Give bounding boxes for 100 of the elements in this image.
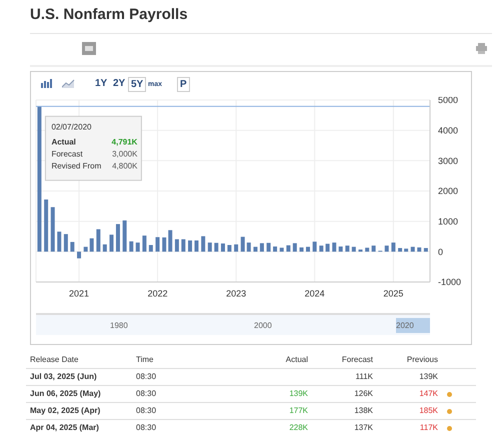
text: 2020	[396, 321, 414, 330]
text: 1980	[110, 321, 128, 330]
bar	[312, 242, 317, 252]
bar	[326, 244, 330, 252]
bar	[319, 246, 324, 252]
annotation: 4,800K	[112, 161, 138, 170]
text: 08:30	[136, 423, 156, 432]
bar	[246, 242, 251, 252]
bar	[234, 244, 238, 252]
text: Apr 04, 2025 (Mar)	[30, 423, 99, 432]
y-tick-label: 2000	[438, 186, 458, 196]
bar	[122, 220, 127, 252]
text: 137K	[354, 423, 373, 432]
x-tick-label: 2021	[69, 288, 90, 298]
text: Release Date	[30, 355, 78, 364]
bar	[162, 237, 166, 252]
chart-title: U.S. Nonfarm Payrolls	[30, 6, 188, 23]
bar	[384, 246, 389, 252]
y-tick-label: 3000	[438, 156, 458, 166]
bar	[156, 237, 160, 252]
bar	[306, 246, 310, 252]
text: Jun 06, 2025 (May)	[30, 389, 101, 398]
x-tick-label: 2024	[304, 288, 325, 298]
bar	[280, 248, 284, 252]
bar	[142, 236, 146, 252]
y-tick-label: 5000	[438, 95, 458, 106]
bar	[214, 242, 218, 252]
text: 126K	[354, 389, 373, 398]
y-tick-label: 1000	[438, 216, 458, 227]
bar	[410, 246, 415, 252]
bar	[70, 242, 74, 252]
annotation: 02/07/2020	[51, 122, 92, 132]
bar	[50, 207, 55, 252]
text: 177K	[289, 406, 308, 415]
bar	[96, 229, 100, 252]
x-tick-label: 2023	[226, 288, 246, 298]
bar	[102, 244, 107, 252]
bar	[77, 252, 82, 258]
x-tick-label: 2022	[148, 288, 168, 298]
bar	[116, 224, 120, 252]
text: 5Y	[128, 77, 146, 92]
bar	[148, 244, 153, 252]
text: P	[177, 77, 190, 92]
bar	[129, 241, 134, 252]
bar	[286, 245, 290, 252]
bar	[174, 239, 179, 252]
bar	[136, 242, 140, 252]
text: 08:30	[136, 389, 156, 398]
bar	[338, 246, 343, 252]
text: 139K	[289, 389, 308, 398]
bar	[168, 230, 172, 252]
bar	[194, 240, 199, 252]
text: 147K	[419, 389, 438, 398]
text: May 02, 2025 (Apr)	[30, 406, 100, 415]
text: 2Y	[112, 77, 126, 90]
bar	[260, 243, 264, 252]
text: Jul 03, 2025 (Jun)	[30, 372, 97, 381]
bar	[57, 232, 62, 252]
bar	[372, 246, 376, 252]
annotation: Revised From	[51, 161, 102, 170]
bar	[417, 247, 422, 252]
text: 111K	[356, 372, 373, 381]
bar	[292, 243, 297, 252]
annotation: Actual	[51, 137, 76, 146]
bar	[208, 242, 212, 252]
bar	[352, 246, 356, 252]
bar	[220, 243, 225, 252]
bar	[110, 234, 114, 252]
text: Time	[136, 355, 154, 364]
bar	[332, 242, 336, 252]
text: Previous	[406, 355, 438, 364]
annotation: 4,791K	[112, 137, 138, 146]
text: 228K	[289, 423, 308, 432]
annotation: Forecast	[51, 149, 84, 158]
bar	[365, 248, 370, 252]
bar	[181, 239, 186, 252]
text: 185K	[419, 406, 438, 415]
bar	[44, 199, 48, 252]
x-tick-label: 2025	[383, 288, 404, 298]
bar	[391, 242, 396, 252]
bar	[90, 238, 94, 252]
y-tick-label: -1000	[438, 277, 462, 288]
bar	[266, 242, 271, 252]
bar	[201, 236, 206, 252]
bar	[345, 246, 350, 252]
text: 1Y	[94, 77, 108, 90]
bar	[273, 246, 278, 252]
text: 117K	[420, 423, 438, 432]
bar	[398, 248, 402, 252]
y-tick-label: 0	[438, 246, 444, 257]
bar	[188, 240, 192, 252]
text: 139K	[419, 372, 438, 381]
bar	[253, 246, 258, 252]
text: 2000	[254, 321, 272, 330]
bar	[84, 246, 88, 252]
bar	[227, 244, 232, 252]
bar	[424, 248, 428, 252]
bar	[64, 234, 68, 252]
bar	[404, 248, 408, 252]
text: Forecast	[342, 355, 373, 364]
